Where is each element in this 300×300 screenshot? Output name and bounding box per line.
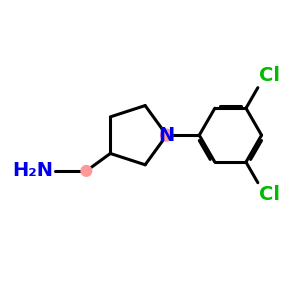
Text: Cl: Cl — [259, 185, 280, 204]
Circle shape — [161, 129, 172, 141]
Text: H₂N: H₂N — [12, 161, 53, 180]
Text: Cl: Cl — [259, 66, 280, 85]
Circle shape — [81, 166, 92, 176]
Text: N: N — [158, 126, 175, 145]
